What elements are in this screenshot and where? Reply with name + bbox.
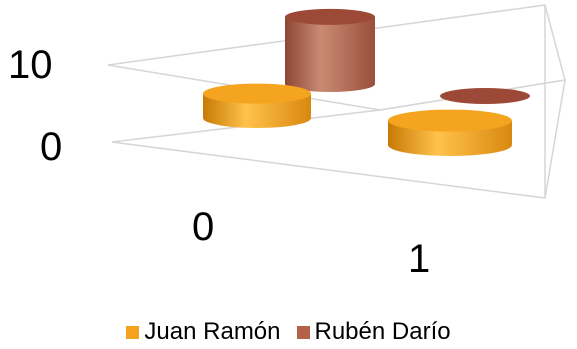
chart-area: 10 0 0 1	[8, 4, 566, 281]
bar-0-1	[388, 109, 512, 156]
bar-top	[440, 88, 530, 104]
bar-1-0	[285, 8, 375, 92]
bar-top	[388, 109, 512, 132]
legend-item: Juan Ramón	[126, 318, 281, 346]
legend-label: Juan Ramón	[144, 318, 281, 345]
bar-body	[285, 16, 375, 92]
bar-top	[285, 8, 375, 25]
bar-top	[203, 83, 311, 104]
bar-0-0	[203, 83, 311, 128]
x-tick-label: 0	[192, 205, 214, 249]
bar-1-1	[440, 88, 530, 104]
legend-swatch	[296, 325, 310, 339]
legend-label: Rubén Darío	[314, 318, 451, 345]
y-tick-label: 0	[40, 125, 62, 169]
y-tick-label: 10	[8, 43, 53, 87]
legend-swatch	[126, 325, 140, 339]
x-tick-label: 1	[408, 237, 430, 281]
legend-item: Rubén Darío	[296, 318, 451, 346]
legend: Juan Ramón Rubén Darío	[0, 318, 577, 346]
bar-group	[203, 8, 530, 156]
